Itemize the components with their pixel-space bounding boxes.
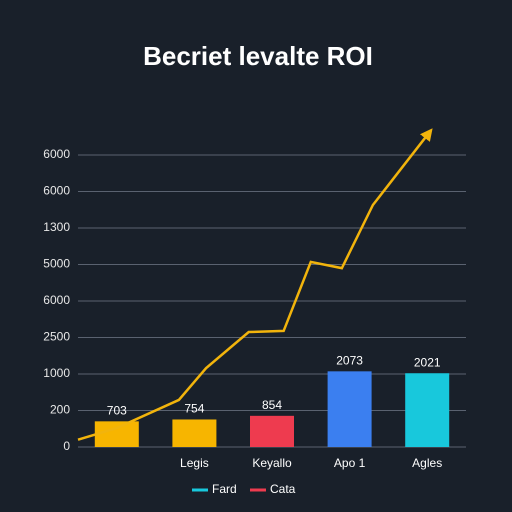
y-tick-label: 200 <box>50 403 70 417</box>
y-tick-label: 6000 <box>43 147 70 161</box>
legend-label: Cata <box>270 482 296 496</box>
bar <box>327 371 372 447</box>
x-tick-label: Agles <box>412 456 442 470</box>
x-tick-label: Apo 1 <box>334 456 366 470</box>
y-tick-label: 0 <box>63 439 70 453</box>
data-label: 854 <box>262 398 282 412</box>
y-tick-label: 5000 <box>43 257 70 271</box>
y-tick-label: 6000 <box>43 293 70 307</box>
x-tick-label: Legis <box>180 456 209 470</box>
y-tick-label: 1300 <box>43 220 70 234</box>
bar <box>405 373 450 447</box>
x-tick-label: Keyallo <box>252 456 292 470</box>
y-tick-label: 2500 <box>43 330 70 344</box>
y-tick-label: 1000 <box>43 366 70 380</box>
trend-line <box>77 128 433 441</box>
bar <box>250 415 294 447</box>
bar <box>172 419 217 447</box>
legend-label: Fard <box>212 482 237 496</box>
data-label: 2073 <box>336 354 363 368</box>
data-label: 2021 <box>414 355 441 369</box>
data-label: 703 <box>107 404 127 418</box>
data-label: 754 <box>184 402 204 416</box>
y-tick-label: 6000 <box>43 184 70 198</box>
chart-title: Becriet levalte ROI <box>143 41 373 71</box>
bar <box>94 421 139 447</box>
